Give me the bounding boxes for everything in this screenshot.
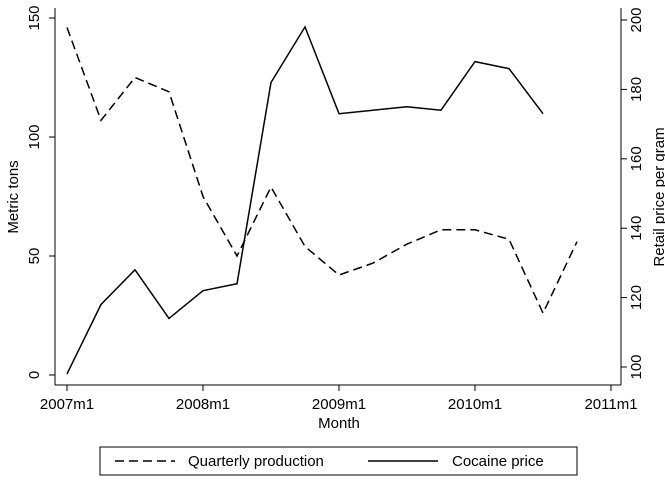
- y2-tick-label: 140: [628, 216, 645, 241]
- y2-tick-label: 200: [628, 7, 645, 32]
- y2-tick-label: 100: [628, 354, 645, 379]
- x-tick-label: 2007m1: [40, 396, 94, 413]
- series-line: [66, 25, 544, 375]
- y-tick-label: 50: [26, 248, 43, 265]
- y-axis-title: Metric tons: [5, 160, 22, 233]
- y2-tick-label: 180: [628, 77, 645, 102]
- x-tick-label: 2009m1: [312, 396, 366, 413]
- y2-tick-label: 120: [628, 285, 645, 310]
- series-line: [66, 27, 578, 315]
- y2-tick-label: 160: [628, 146, 645, 171]
- legend-box: [99, 446, 578, 476]
- x-tick-label: 2011m1: [584, 396, 637, 413]
- y2-axis-title: Retail price per gram: [651, 127, 665, 266]
- y-tick-label: 0: [26, 371, 43, 379]
- x-tick-label: 2010m1: [448, 396, 502, 413]
- legend-label: Cocaine price: [452, 453, 544, 470]
- y-tick-label: 100: [26, 124, 43, 149]
- legend-label: Quarterly production: [188, 453, 324, 470]
- y-tick-label: 150: [26, 5, 43, 30]
- x-tick-label: 2008m1: [176, 396, 230, 413]
- x-axis-title: Month: [318, 415, 360, 432]
